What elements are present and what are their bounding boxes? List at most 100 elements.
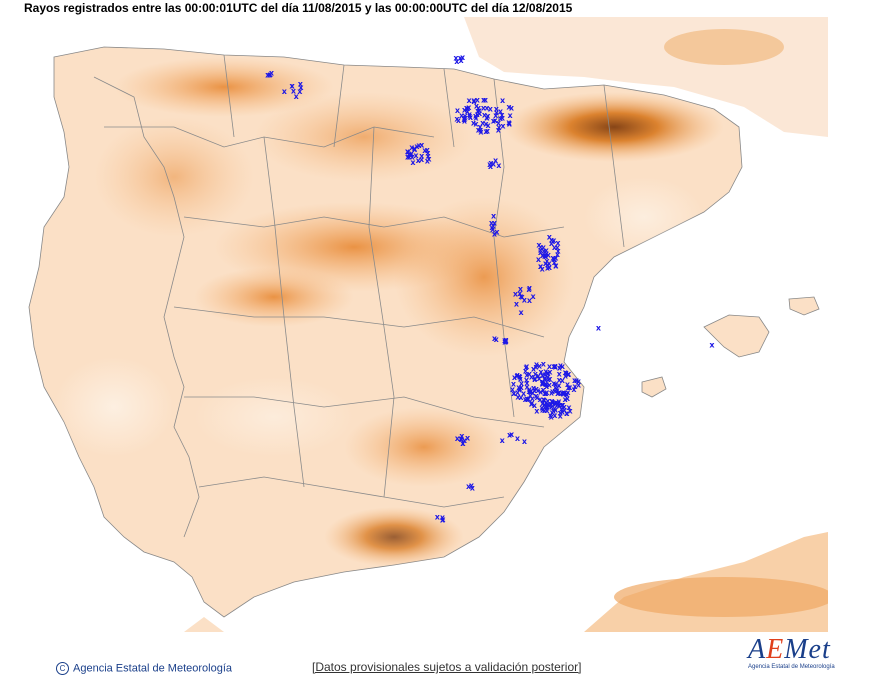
- lightning-marker: x: [282, 87, 288, 96]
- atlas-relief: [614, 577, 828, 617]
- lightning-marker: x: [576, 381, 582, 390]
- lightning-marker: x: [462, 112, 468, 121]
- lightning-marker: x: [547, 362, 553, 371]
- lightning-marker: x: [486, 121, 492, 130]
- lightning-marker: x: [422, 146, 428, 155]
- lightning-marker: x: [532, 386, 538, 395]
- lightning-marker: x: [425, 157, 431, 166]
- lightning-marker: x: [540, 399, 546, 408]
- lightning-marker: x: [555, 250, 561, 259]
- lightning-marker: x: [517, 372, 523, 381]
- lightning-marker: x: [556, 388, 562, 397]
- lightning-marker: x: [510, 385, 516, 394]
- lightning-marker: x: [494, 104, 500, 113]
- lightning-marker: x: [465, 107, 471, 116]
- lightning-marker: x: [553, 406, 559, 415]
- lightning-marker: x: [412, 144, 418, 153]
- lightning-marker: x: [551, 362, 557, 371]
- lightning-marker: x: [483, 120, 489, 129]
- lightning-marker: x: [522, 296, 528, 305]
- lightning-marker: x: [555, 389, 561, 398]
- lightning-marker: x: [547, 263, 553, 272]
- lightning-marker: x: [440, 515, 446, 524]
- lightning-marker: x: [530, 389, 536, 398]
- lightning-marker: x: [520, 293, 526, 302]
- lightning-marker: x: [709, 340, 715, 349]
- lightning-marker: x: [480, 119, 486, 128]
- lightning-marker: x: [481, 96, 487, 105]
- lightning-marker: x: [557, 364, 563, 373]
- lightning-marker: x: [515, 392, 521, 401]
- lightning-marker: x: [553, 399, 559, 408]
- lightning-marker: x: [470, 484, 476, 493]
- lightning-marker: x: [413, 151, 419, 160]
- lightning-marker: x: [557, 376, 563, 385]
- lightning-marker: x: [511, 389, 517, 398]
- lightning-marker: x: [553, 362, 559, 371]
- lightning-marker: x: [465, 104, 471, 113]
- lightning-marker: x: [554, 384, 560, 393]
- lightning-marker: x: [536, 372, 542, 381]
- lightning-marker: x: [496, 123, 502, 132]
- lightning-marker: x: [496, 118, 502, 127]
- lightning-marker: x: [546, 401, 552, 410]
- lightning-marker: x: [546, 400, 552, 409]
- lightning-marker: x: [506, 103, 512, 112]
- lightning-marker: x: [511, 389, 517, 398]
- lightning-marker: x: [514, 371, 520, 380]
- lightning-marker: x: [458, 54, 464, 63]
- lightning-marker: x: [550, 237, 556, 246]
- lightning-marker: x: [559, 405, 565, 414]
- lightning-marker: x: [553, 253, 559, 262]
- lightning-marker: x: [454, 57, 460, 66]
- lightning-marker: x: [574, 376, 580, 385]
- lightning-marker: x: [491, 116, 497, 125]
- lightning-marker: x: [572, 376, 578, 385]
- lightning-marker: x: [596, 323, 602, 332]
- lightning-marker: x: [491, 212, 497, 221]
- lightning-marker: x: [555, 239, 561, 248]
- lightning-marker: x: [405, 147, 411, 156]
- lightning-marker: x: [541, 247, 547, 256]
- lightning-marker: x: [406, 150, 412, 159]
- lightning-marker: x: [499, 111, 505, 120]
- lightning-marker: x: [545, 264, 551, 273]
- lightning-marker: x: [291, 86, 297, 95]
- lightning-marker: x: [518, 375, 524, 384]
- lightning-marker: x: [542, 406, 548, 415]
- lightning-marker: x: [494, 227, 500, 236]
- lightning-marker: x: [538, 388, 544, 397]
- lightning-marker: x: [405, 148, 411, 157]
- lightning-marker: x: [461, 115, 467, 124]
- lightning-marker: x: [557, 370, 563, 379]
- lightning-marker: x: [475, 106, 481, 115]
- lightning-marker: x: [527, 385, 533, 394]
- lightning-marker: x: [494, 335, 500, 344]
- lightning-marker: x: [529, 400, 535, 409]
- lightning-marker: x: [491, 221, 497, 230]
- lightning-marker: x: [493, 111, 499, 120]
- lightning-marker: x: [536, 255, 542, 264]
- lightning-marker: x: [435, 513, 441, 522]
- lightning-marker: x: [542, 403, 548, 412]
- lightning-marker: x: [544, 380, 550, 389]
- disclaimer-link[interactable]: [Datos provisionales sujetos a validació…: [312, 660, 582, 674]
- lightning-marker: x: [534, 385, 540, 394]
- lightning-marker: x: [567, 383, 573, 392]
- lightning-marker: x: [547, 380, 553, 389]
- ibiza: [641, 376, 667, 398]
- lightning-marker: x: [533, 362, 539, 371]
- lightning-marker: x: [555, 386, 561, 395]
- lightning-marker: x: [528, 387, 534, 396]
- lightning-marker: x: [552, 411, 558, 420]
- lightning-marker: x: [556, 397, 562, 406]
- lightning-marker: x: [551, 379, 557, 388]
- lightning-marker: x: [467, 112, 473, 121]
- lightning-marker: x: [456, 116, 462, 125]
- lightning-marker: x: [541, 385, 547, 394]
- lightning-marker: x: [467, 110, 473, 119]
- lightning-marker: x: [465, 434, 471, 443]
- lightning-marker: x: [407, 153, 413, 162]
